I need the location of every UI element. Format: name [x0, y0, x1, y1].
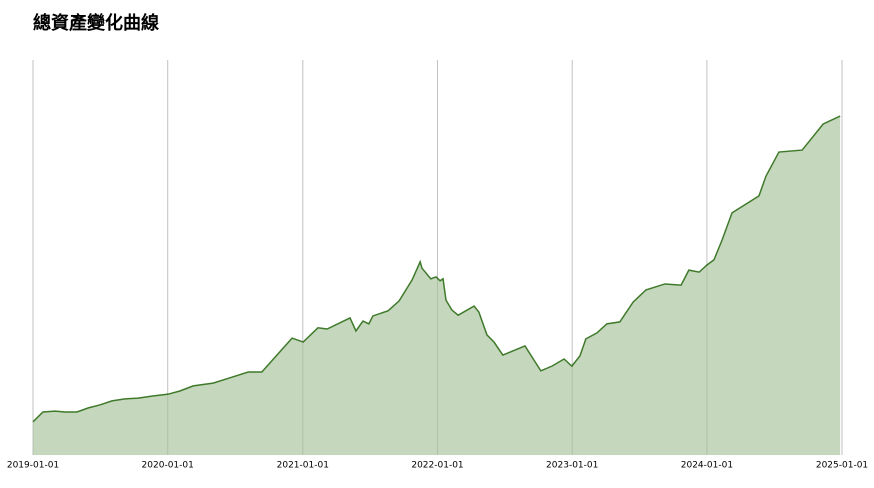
chart-title: 總資產變化曲線 — [33, 12, 159, 34]
x-tick-label: 2023-01-01 — [546, 461, 598, 471]
x-tick-label: 2024-01-01 — [681, 461, 733, 471]
x-tick-label: 2020-01-01 — [142, 461, 194, 471]
x-tick-label: 2022-01-01 — [411, 461, 463, 471]
line — [32, 115, 841, 423]
x-tick-label: 2021-01-01 — [277, 461, 329, 471]
area — [33, 116, 841, 455]
x-tick-label: 2019-01-01 — [7, 461, 59, 471]
x-tick-label: 2025-01-01 — [816, 461, 868, 471]
